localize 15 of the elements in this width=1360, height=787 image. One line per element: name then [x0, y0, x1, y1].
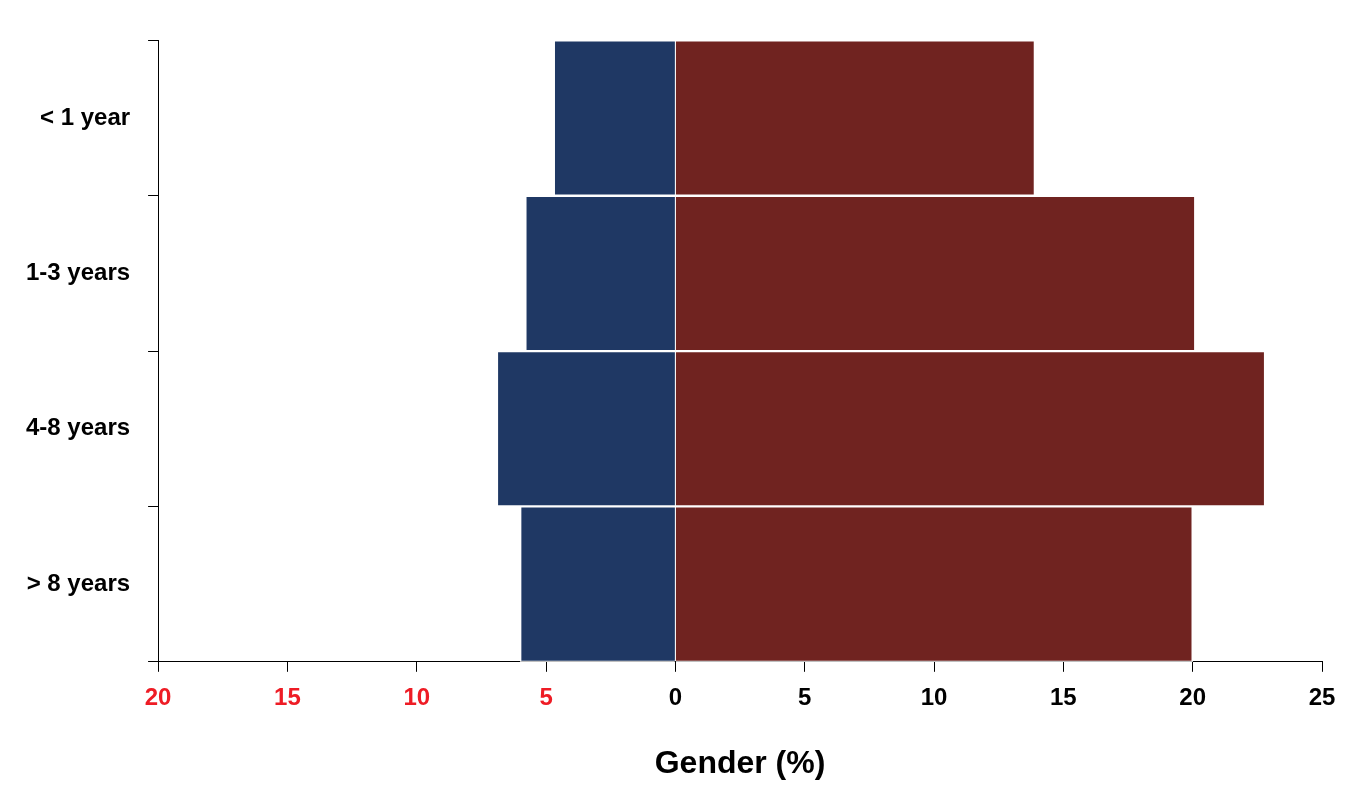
y-tick-label: 1-3 years — [25, 258, 131, 286]
y-tick-label: > 8 years — [26, 568, 131, 596]
y-tick-label: < 1 year — [39, 102, 131, 130]
x-tick-label: 20 — [144, 682, 172, 710]
x-tick-label: 0 — [668, 682, 683, 710]
x-tick-label: 5 — [798, 682, 812, 710]
x-tick-label: 15 — [274, 682, 301, 710]
x-axis-title: Gender (%) — [654, 743, 826, 780]
x-tick-label: 25 — [1308, 682, 1336, 710]
y-tick-label: 4-8 years — [25, 413, 131, 441]
x-tick-label: 15 — [1050, 682, 1077, 710]
x-tick-label: 10 — [920, 682, 948, 710]
x-tick-label: 10 — [403, 682, 431, 710]
x-tick-label: 20 — [1179, 682, 1207, 710]
x-tick-label: 5 — [539, 682, 553, 710]
